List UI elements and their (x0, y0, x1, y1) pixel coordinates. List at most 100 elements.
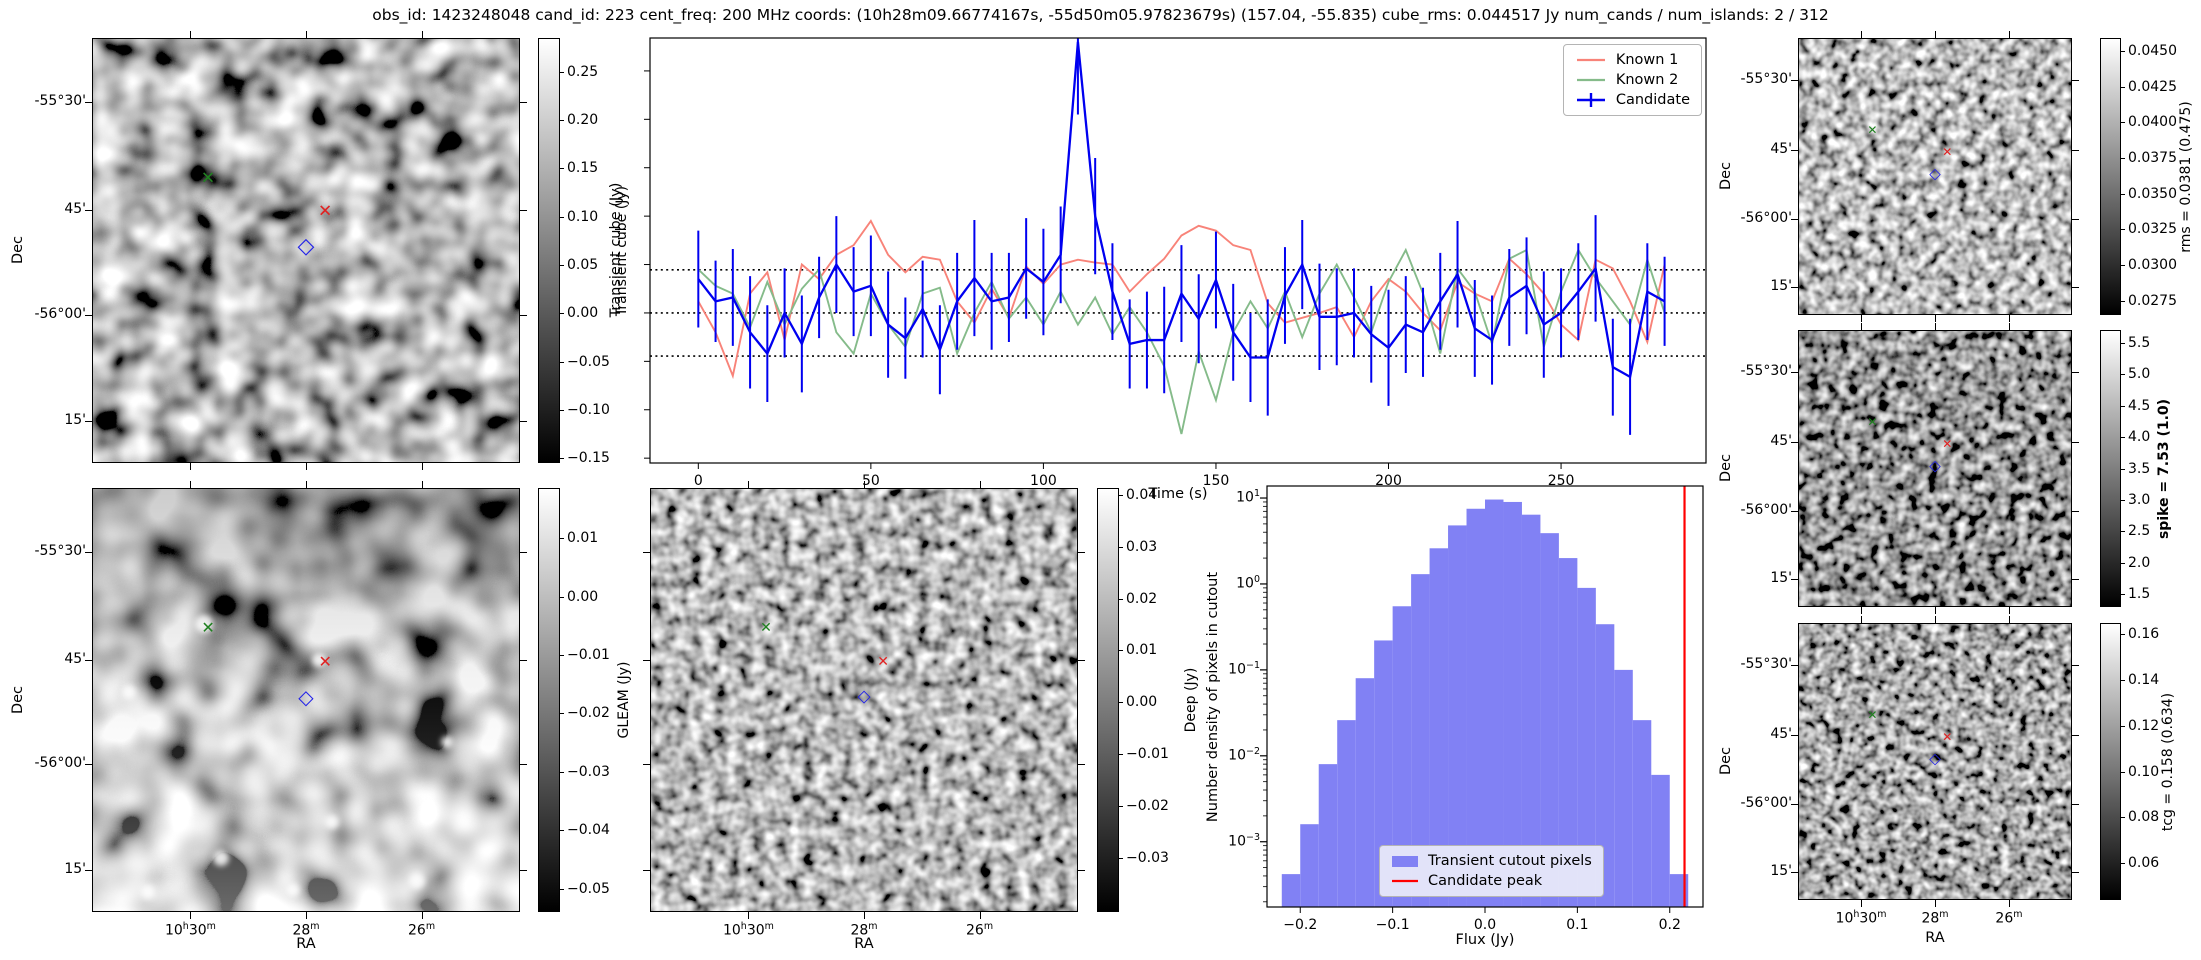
colorbar-tick (1119, 858, 1123, 860)
known1-marker-icon: ✕ (1942, 144, 1953, 159)
colorbar-tick-label: 0.0300 (2128, 257, 2177, 274)
colorbar-tick (560, 713, 564, 715)
colorbar-tick-label: 0.0325 (2128, 221, 2177, 238)
histogram-xlabel: Flux (Jy) (1455, 932, 1515, 948)
colorbar-tick (1119, 650, 1123, 652)
colorbar-tick-label: 0.12 (2128, 717, 2160, 734)
colorbar-tick (560, 120, 564, 122)
colorbar-tick (1119, 494, 1123, 496)
svg-text:0.0: 0.0 (1474, 917, 1496, 933)
dec-axis-tick (520, 659, 527, 661)
colorbar-tick-label: 0.01 (1126, 642, 1158, 659)
dec-axis-tick (85, 869, 92, 871)
ra-axis-tick (306, 31, 307, 38)
ra-axis-tick (979, 912, 981, 919)
tcg-colorbar: 0.16 0.14 0.12 0.10 0.08 0.06 tcg = 0.158 (0.6… (2100, 623, 2176, 900)
ra-axis-tick (421, 31, 423, 38)
dec-axis-tick (2072, 803, 2079, 805)
ra-axis-tick (1861, 616, 1863, 623)
histogram-ytick-label: 101 (1236, 488, 1260, 506)
colorbar-tick (2121, 562, 2125, 564)
ra-axis-tick (1861, 900, 1863, 907)
dec-tick-label: -56°00' (1740, 794, 1792, 811)
dec-axis-tick (85, 315, 92, 317)
dec-tick-label: 15' (1770, 863, 1792, 880)
ra-axis-tick (421, 463, 423, 470)
colorbar-tick (1119, 806, 1123, 808)
colorbar-tick-label: −0.03 (1126, 850, 1169, 867)
colorbar-tick-label: 0.02 (1126, 590, 1158, 607)
svg-text:100: 100 (1030, 473, 1057, 489)
svg-text:0: 0 (694, 473, 703, 489)
ra-axis-tick (1935, 607, 1936, 614)
ra-axis-tick (2008, 31, 2010, 38)
dec-axis-tick (643, 551, 650, 553)
colorbar-tick-label: −0.04 (567, 822, 610, 839)
known1-line-swatch (1576, 58, 1605, 62)
svg-text:0.1: 0.1 (1566, 917, 1588, 933)
ra-axis-tick (1861, 323, 1863, 330)
ra-axis-tick (864, 481, 865, 488)
histogram-ytick-label: 10−2 (1228, 745, 1260, 764)
peak-line-swatch (1392, 879, 1418, 883)
rms-colorbar: 0.0450 0.0425 0.0400 0.0375 0.0350 0.0325 0.03… (2100, 38, 2194, 315)
histogram-canvas: −0.2 −0.1 0.0 0.1 0.2 (1260, 485, 1704, 933)
ra-axis-tick (1861, 31, 1863, 38)
lightcurve-xlabel: Time (s) (1148, 486, 1208, 502)
dec-axis-tick (2072, 664, 2079, 666)
gleam-noise-image (93, 489, 519, 911)
colorbar-tick-label: 0.06 (2128, 855, 2160, 872)
ra-axis-tick (1861, 607, 1863, 614)
colorbar-tick-label: 1.5 (2128, 586, 2151, 603)
histogram-legend: Transient cutout pixels Candidate peak (1379, 845, 1604, 897)
colorbar-tick-label: 0.0350 (2128, 185, 2177, 202)
bright-source (408, 873, 425, 890)
known1-marker-icon: ✕ (318, 201, 333, 222)
spike-cutout: ✕ ✕ ◇ (1798, 330, 2072, 607)
colorbar-tick (2121, 680, 2125, 682)
colorbar-gradient (2100, 38, 2121, 315)
colorbar-tick (560, 655, 564, 657)
spike-colorbar: 5.5 5.0 4.5 4.0 3.5 3.0 2.5 2.0 1.5 spike = 7.53 … (2100, 330, 2172, 607)
known1-marker-icon: ✕ (877, 654, 890, 671)
colorbar-tick-label: 5.5 (2128, 334, 2151, 351)
known2-marker-icon: ✕ (200, 168, 216, 189)
dec-tick-label: -55°30' (1740, 70, 1792, 87)
dec-axis-tick (520, 315, 527, 317)
colorbar-tick-label: −0.10 (567, 401, 610, 418)
ra-axis-tick (2008, 616, 2010, 623)
dec-axis-tick (1078, 869, 1085, 871)
dec-axis-tick (85, 764, 92, 766)
bright-source (141, 885, 156, 899)
dec-axis-tick (1791, 218, 1798, 220)
colorbar-tick (2121, 863, 2125, 865)
colorbar-tick (1119, 598, 1123, 600)
legend-label: Known 2 (1615, 72, 1679, 88)
colorbar-tick-label: 0.25 (567, 63, 599, 80)
dec-axis-tick (2072, 79, 2079, 81)
colorbar-tick-label: 0.10 (2128, 763, 2160, 780)
dec-axis-tick (520, 869, 527, 871)
histogram-ytick-label: 10−3 (1228, 831, 1260, 850)
colorbar-tick (560, 888, 564, 890)
lightcurve-plot: 0 50 100 150 200 250 Known 1 Known 2 Candidat… (644, 37, 1707, 489)
ra-axis-tick (190, 31, 192, 38)
dec-axis-label: Dec (1718, 161, 1734, 191)
colorbar-tick (560, 458, 564, 460)
dec-axis-label: Dec (10, 685, 26, 715)
colorbar-tick-label: 3.5 (2128, 460, 2151, 477)
ra-axis-tick (421, 912, 423, 919)
colorbar-tick-label: −0.01 (1126, 746, 1169, 763)
ra-tick-label: 28m (1921, 909, 1949, 927)
dec-tick-label: 45' (1770, 726, 1792, 743)
known2-marker-icon: ✕ (760, 620, 772, 637)
ra-axis-tick (421, 481, 423, 488)
dec-tick-label: 15' (64, 860, 86, 877)
colorbar-tick (2121, 771, 2125, 773)
bright-source (311, 652, 326, 667)
dec-tick-label: 45' (64, 201, 86, 218)
colorbar-tick-label: −0.02 (567, 705, 610, 722)
colorbar-tick (560, 771, 564, 773)
dec-axis-tick (2072, 442, 2079, 444)
dec-axis-tick (520, 210, 527, 212)
